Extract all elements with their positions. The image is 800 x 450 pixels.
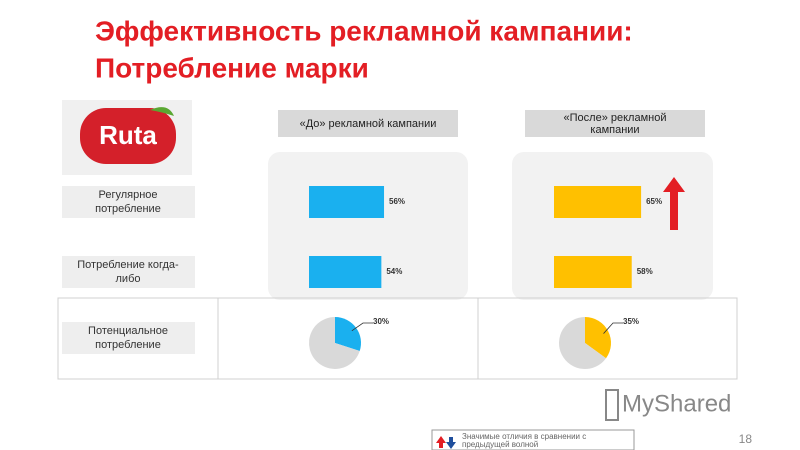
row-label: Потенциальное — [88, 325, 168, 337]
column-header-box — [525, 110, 705, 137]
pie-slice — [585, 317, 611, 359]
watermark: MyShared — [622, 390, 731, 417]
value-label: 65% — [646, 197, 662, 206]
pie-slice — [335, 317, 362, 352]
row-label-box — [62, 256, 195, 288]
page-number: 18 — [739, 432, 753, 446]
leader-line — [351, 322, 373, 332]
logo-shape — [80, 108, 176, 164]
legend-note: Значимые отличия в сравнении с — [462, 432, 586, 441]
legend-box — [431, 429, 635, 450]
row-label: потребление — [95, 203, 161, 215]
leader-line — [603, 322, 623, 334]
legend-up — [436, 436, 446, 448]
watermark-icon — [605, 389, 619, 421]
title-line: Эффективность рекламной кампании: — [95, 15, 633, 46]
row-label: либо — [116, 273, 141, 285]
pie-slice — [559, 317, 607, 369]
pie-slice — [309, 317, 360, 370]
bar — [309, 186, 385, 218]
row-label-box — [62, 322, 195, 354]
row-label: потребление — [95, 339, 161, 351]
row-label: Регулярное — [98, 189, 157, 201]
row-label-box — [62, 186, 195, 218]
logo-leaf — [150, 107, 174, 116]
value-label: 58% — [637, 267, 653, 276]
legend-down — [446, 437, 456, 449]
table-border — [57, 297, 738, 380]
value-label: 30% — [373, 317, 389, 326]
row-label: Потребление когда- — [77, 259, 179, 271]
title-line: Потребление марки — [95, 52, 369, 83]
logo-text: Ruta — [99, 120, 157, 150]
value-label: 56% — [389, 197, 405, 206]
column-header: «После» рекламной — [564, 112, 667, 124]
legend-note: предыдущей волной — [462, 440, 538, 449]
value-label: 54% — [386, 267, 402, 276]
column-header-box — [278, 110, 458, 137]
bar — [554, 186, 642, 218]
value-label: 35% — [623, 317, 639, 326]
bar — [309, 256, 382, 288]
column-header: кампании — [590, 124, 639, 136]
column-header: «До» рекламной кампании — [300, 118, 437, 130]
significance-arrow — [663, 177, 685, 230]
bar — [554, 256, 632, 288]
